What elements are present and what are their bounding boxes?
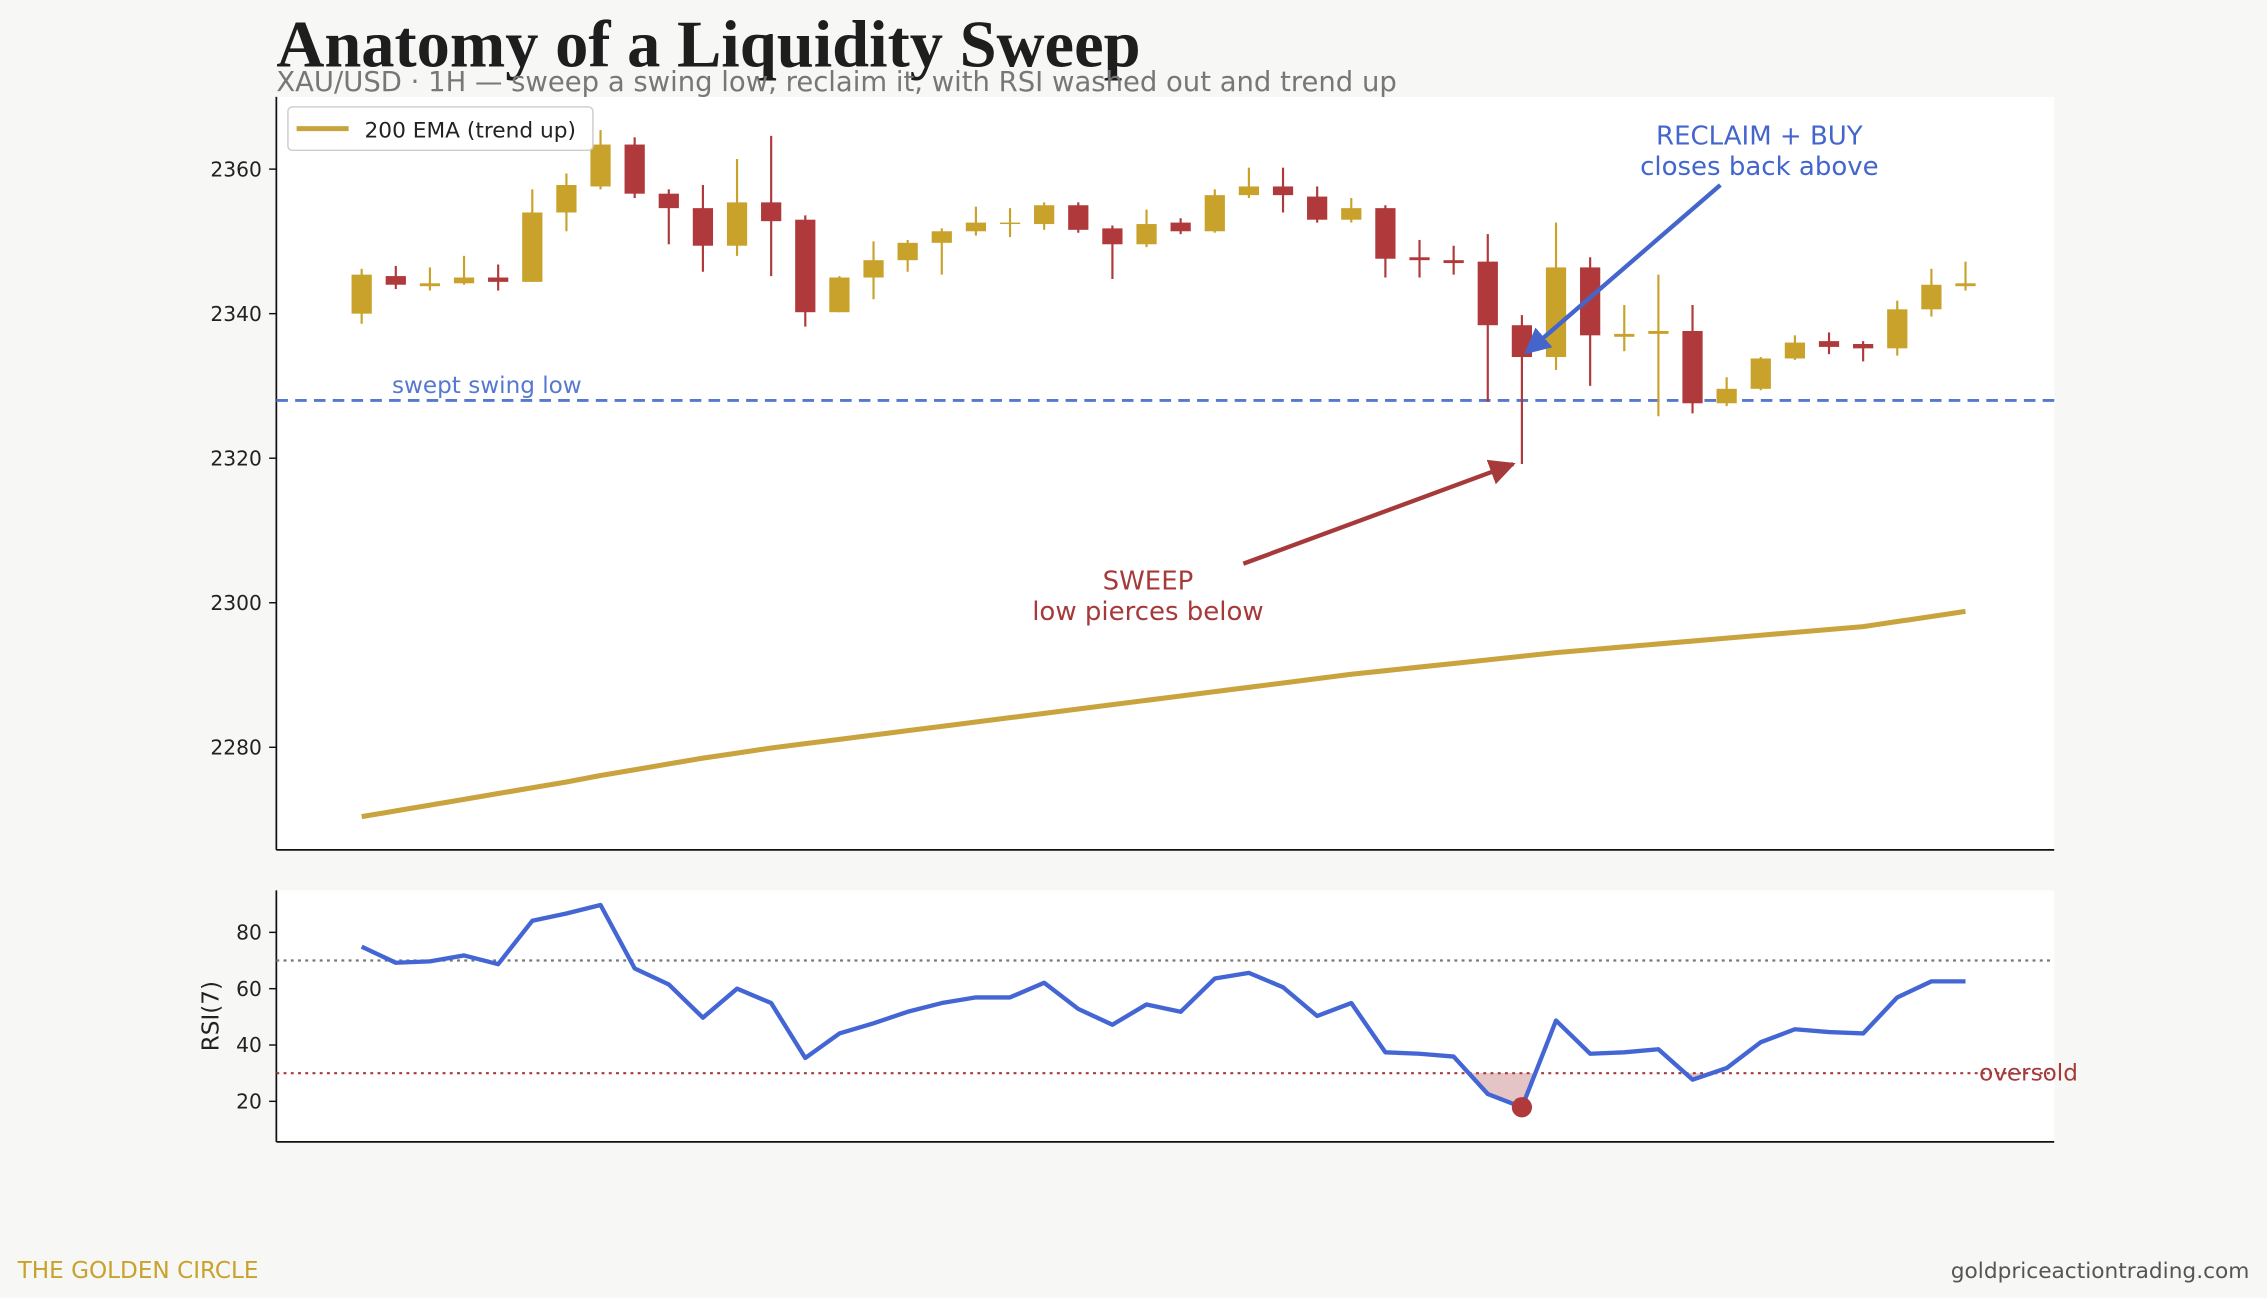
candle-body bbox=[1614, 333, 1635, 337]
annotation-text: closes back above bbox=[1640, 152, 1879, 182]
candle-body bbox=[453, 277, 475, 284]
candle-body bbox=[692, 208, 714, 246]
candle-body bbox=[1272, 186, 1294, 196]
candle-body bbox=[795, 219, 816, 313]
rsi-highlight bbox=[1511, 1097, 1533, 1118]
oversold-shade bbox=[1692, 1073, 1712, 1080]
candle-body bbox=[1955, 283, 1976, 287]
candle-body bbox=[1034, 205, 1055, 225]
candle-body bbox=[1818, 341, 1840, 347]
y-tick-label: 60 bbox=[236, 977, 262, 1001]
y-axis-label: RSI(7) bbox=[199, 981, 225, 1051]
candle-body bbox=[556, 185, 577, 213]
y-tick-label: 80 bbox=[236, 921, 262, 945]
y-tick-label: 2360 bbox=[210, 157, 261, 181]
annotation-text: RECLAIM + BUY bbox=[1656, 122, 1863, 152]
y-tick-label: 2280 bbox=[210, 736, 261, 760]
candle-body bbox=[590, 144, 611, 187]
candle-body bbox=[863, 260, 884, 278]
candle-body bbox=[1341, 208, 1362, 220]
candle-body bbox=[1853, 344, 1874, 349]
y-tick-label: 2340 bbox=[210, 302, 261, 326]
candle-body bbox=[624, 144, 645, 194]
candle-body bbox=[965, 222, 987, 232]
candle-body bbox=[419, 283, 441, 287]
candle-body bbox=[1887, 309, 1908, 349]
candle-body bbox=[1716, 388, 1737, 404]
candle-body bbox=[829, 277, 850, 313]
brand: THE GOLDEN CIRCLE bbox=[17, 1258, 259, 1284]
candle-body bbox=[1784, 342, 1806, 359]
candle-body bbox=[1545, 267, 1567, 358]
legend-label: 200 EMA (trend up) bbox=[365, 118, 576, 143]
ema-line bbox=[361, 608, 1966, 820]
candle-body bbox=[931, 231, 952, 243]
candle-body bbox=[351, 274, 372, 314]
candle-body bbox=[1750, 358, 1771, 389]
chart-title: Anatomy of a Liquidity Sweep bbox=[276, 8, 1140, 81]
candle-body bbox=[1409, 257, 1430, 261]
candle-body bbox=[488, 277, 509, 282]
candle-body bbox=[1682, 331, 1703, 404]
oversold-shade bbox=[1487, 1073, 1522, 1108]
candle-body bbox=[897, 242, 918, 261]
price-plot-area bbox=[276, 96, 2055, 850]
candle-body bbox=[1580, 267, 1601, 336]
candle-body bbox=[522, 212, 543, 282]
candle-body bbox=[1648, 331, 1669, 334]
candle-body bbox=[1238, 186, 1260, 196]
legend-box bbox=[287, 106, 594, 152]
y-tick-label: 2300 bbox=[210, 591, 261, 615]
rsi-level-label: oversold bbox=[1979, 1060, 2078, 1086]
candle-body bbox=[1375, 208, 1396, 259]
candle-body bbox=[726, 202, 748, 246]
y-tick-label: 2320 bbox=[210, 446, 261, 470]
candle-body bbox=[1443, 260, 1464, 264]
chart-subtitle: XAU/USD · 1H — sweep a swing low, reclai… bbox=[276, 67, 1396, 98]
level-label: swept swing low bbox=[392, 373, 582, 399]
rsi-plot-area bbox=[276, 890, 2055, 1142]
candle-body bbox=[1204, 195, 1225, 232]
candle-body bbox=[1068, 205, 1089, 230]
candle-body bbox=[999, 222, 1021, 225]
rsi-line bbox=[360, 902, 1966, 1110]
annotation-text: low pierces below bbox=[1032, 597, 1264, 627]
candle-body bbox=[1477, 261, 1498, 326]
annotation-arrow bbox=[1524, 183, 1722, 355]
candle-body bbox=[1136, 224, 1157, 245]
y-tick-label: 40 bbox=[236, 1033, 262, 1057]
annotation-arrow bbox=[1242, 459, 1516, 566]
annotation-text: SWEEP bbox=[1103, 567, 1194, 597]
candle-body bbox=[385, 276, 406, 285]
candle-body bbox=[761, 202, 782, 222]
candle-body bbox=[1921, 284, 1942, 310]
y-tick-label: 20 bbox=[236, 1090, 262, 1114]
candle-body bbox=[658, 193, 679, 209]
candle-body bbox=[1307, 196, 1328, 220]
site: goldpriceactiontrading.com bbox=[1951, 1259, 2250, 1284]
candle-body bbox=[1170, 222, 1191, 232]
candle-body bbox=[1102, 228, 1123, 245]
